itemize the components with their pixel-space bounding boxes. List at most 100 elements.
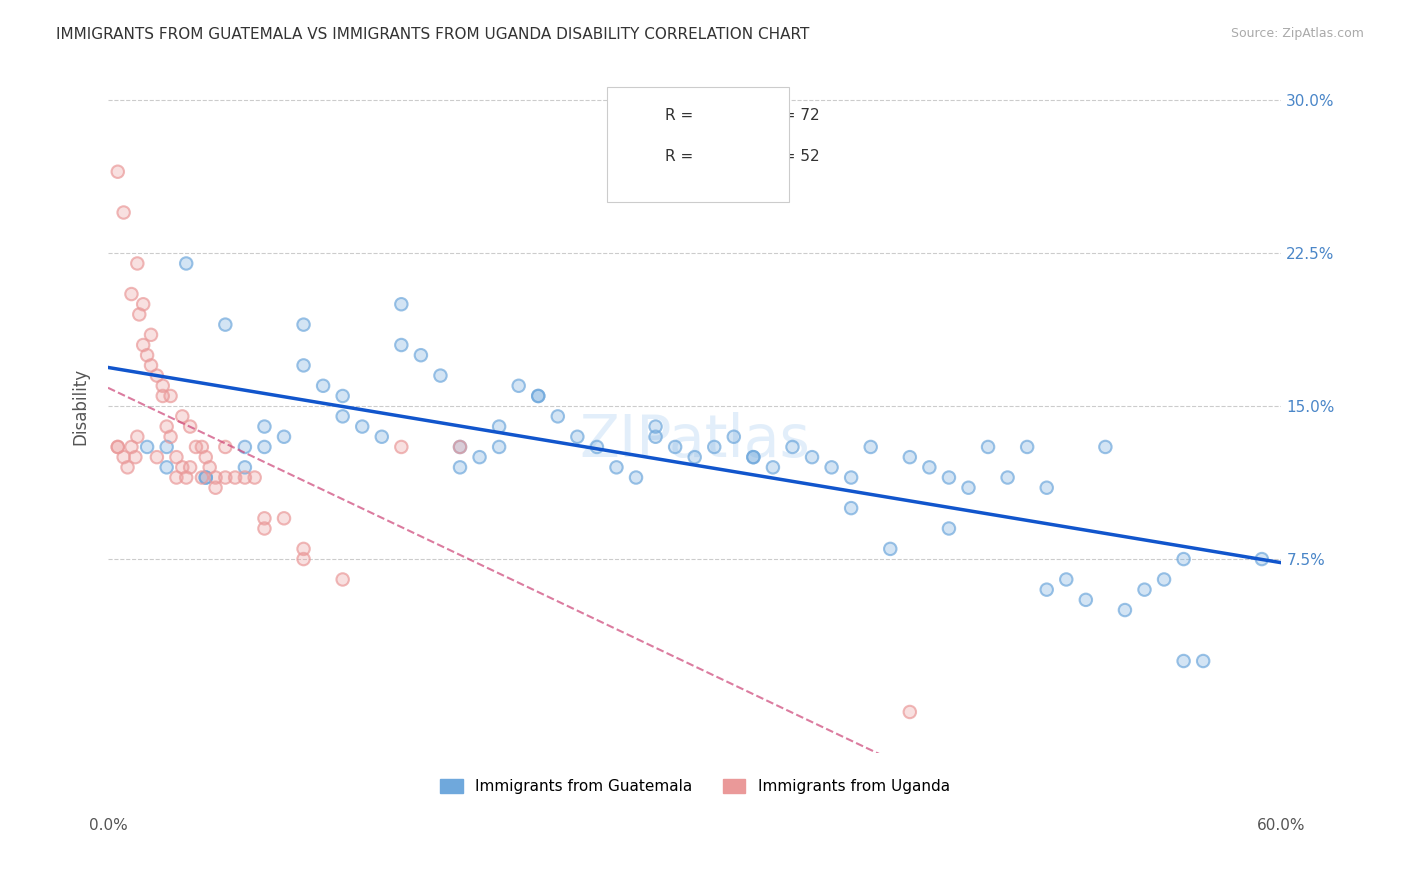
Point	[139, 359, 162, 373]
Point	[1074, 592, 1097, 607]
Point	[488, 440, 510, 454]
Point	[938, 521, 960, 535]
Bar	[624, 95, 654, 136]
Point	[1192, 654, 1215, 668]
Point	[214, 470, 236, 484]
Point	[159, 430, 181, 444]
Point	[117, 460, 139, 475]
Point	[1250, 552, 1272, 566]
Point	[389, 297, 412, 311]
Point	[488, 440, 510, 454]
Point	[179, 419, 201, 434]
Point	[644, 419, 666, 434]
Point	[1054, 573, 1077, 587]
Point	[898, 705, 921, 719]
Point	[128, 308, 150, 322]
Point	[1054, 573, 1077, 587]
Point	[918, 460, 941, 475]
Point	[152, 379, 174, 393]
Point	[898, 705, 921, 719]
Point	[449, 440, 471, 454]
Point	[997, 470, 1019, 484]
Point	[184, 440, 207, 454]
Point	[1173, 654, 1195, 668]
Point	[918, 460, 941, 475]
Point	[165, 470, 187, 484]
Point	[371, 430, 394, 444]
Point	[191, 440, 214, 454]
Point	[224, 470, 246, 484]
Point	[194, 470, 217, 484]
Point	[449, 460, 471, 475]
Point	[132, 297, 155, 311]
Point	[253, 419, 276, 434]
Text: -0.254: -0.254	[692, 108, 747, 122]
Point	[233, 460, 256, 475]
Point	[586, 440, 609, 454]
Point	[839, 501, 862, 516]
Point	[624, 470, 647, 484]
Point	[127, 256, 149, 270]
Point	[683, 450, 706, 464]
Point	[112, 205, 135, 219]
Point	[1035, 582, 1057, 597]
Point	[194, 450, 217, 464]
Point	[159, 389, 181, 403]
Point	[859, 440, 882, 454]
Point	[107, 440, 129, 454]
Point	[174, 256, 197, 270]
Point	[1173, 552, 1195, 566]
Point	[174, 470, 197, 484]
Point	[820, 460, 842, 475]
Point	[156, 440, 179, 454]
Point	[468, 450, 491, 464]
Point	[977, 440, 1000, 454]
Point	[762, 460, 785, 475]
Point	[859, 440, 882, 454]
Point	[233, 460, 256, 475]
Point	[172, 460, 194, 475]
Point	[332, 409, 354, 424]
Point	[547, 409, 569, 424]
Point	[198, 460, 221, 475]
Point	[742, 450, 765, 464]
Point	[449, 440, 471, 454]
Point	[1153, 573, 1175, 587]
Point	[332, 573, 354, 587]
Point	[567, 430, 589, 444]
Point	[664, 440, 686, 454]
Point	[605, 460, 627, 475]
Point	[159, 430, 181, 444]
Point	[146, 368, 169, 383]
Point	[429, 368, 451, 383]
Point	[1192, 654, 1215, 668]
Point	[233, 470, 256, 484]
Point	[1094, 440, 1116, 454]
Point	[233, 440, 256, 454]
Point	[165, 470, 187, 484]
Point	[156, 440, 179, 454]
Point	[527, 389, 550, 403]
Text: R =  -0.122   N = 52: R = -0.122 N = 52	[665, 149, 820, 164]
Point	[253, 511, 276, 525]
Point	[156, 419, 179, 434]
Point	[801, 450, 824, 464]
Point	[224, 470, 246, 484]
Point	[204, 470, 226, 484]
Point	[683, 450, 706, 464]
Point	[179, 460, 201, 475]
Point	[146, 368, 169, 383]
Point	[214, 470, 236, 484]
Point	[253, 440, 276, 454]
Point	[332, 389, 354, 403]
Point	[112, 450, 135, 464]
Point	[820, 460, 842, 475]
Point	[389, 338, 412, 352]
Point	[879, 541, 901, 556]
FancyBboxPatch shape	[606, 87, 789, 202]
Point	[253, 521, 276, 535]
Point	[332, 409, 354, 424]
Point	[449, 440, 471, 454]
Point	[136, 348, 159, 362]
Point	[292, 359, 315, 373]
